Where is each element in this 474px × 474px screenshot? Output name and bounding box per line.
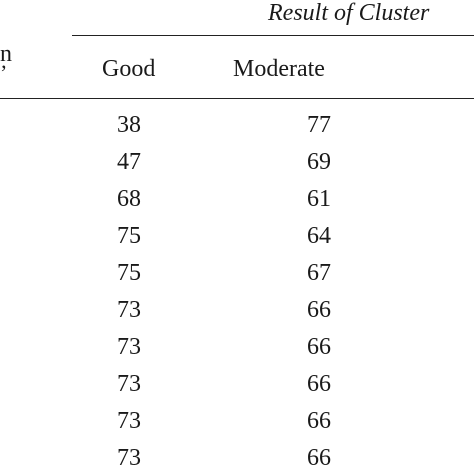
cell-good: 73 <box>117 334 141 360</box>
cell-good: 73 <box>117 297 141 323</box>
cell-good: 73 <box>117 371 141 397</box>
cell-moderate: 64 <box>307 223 331 249</box>
cell-good: 75 <box>117 260 141 286</box>
column-header-moderate: Moderate <box>233 56 325 82</box>
column-header-good: Good <box>102 56 156 82</box>
top-rule <box>72 35 474 36</box>
table-row: 75 64 <box>0 218 474 255</box>
cell-good: 73 <box>117 408 141 434</box>
cell-good: 68 <box>117 186 141 212</box>
table-row: 47 69 <box>0 144 474 181</box>
row-header-fragment: n <box>0 41 12 67</box>
header-rule <box>0 98 474 99</box>
cell-moderate: 67 <box>307 260 331 286</box>
table-row: 73 66 <box>0 440 474 474</box>
table-title: Result of Cluster <box>268 0 430 26</box>
cell-moderate: 66 <box>307 445 331 471</box>
cell-moderate: 69 <box>307 149 331 175</box>
cell-good: 38 <box>117 112 141 138</box>
table-body: 38 77 47 69 68 61 75 64 75 67 73 66 73 6… <box>0 107 474 474</box>
cell-good: 73 <box>117 445 141 471</box>
cell-moderate: 77 <box>307 112 331 138</box>
row-header-fragment-2: ’ <box>0 60 8 85</box>
cell-good: 47 <box>117 149 141 175</box>
table-row: 73 66 <box>0 292 474 329</box>
table-row: 38 77 <box>0 107 474 144</box>
table-row: 75 67 <box>0 255 474 292</box>
table-row: 73 66 <box>0 403 474 440</box>
cell-moderate: 66 <box>307 408 331 434</box>
table-row: 73 66 <box>0 366 474 403</box>
cell-moderate: 61 <box>307 186 331 212</box>
cell-moderate: 66 <box>307 371 331 397</box>
cell-moderate: 66 <box>307 297 331 323</box>
table-row: 68 61 <box>0 181 474 218</box>
table-row: 73 66 <box>0 329 474 366</box>
cell-moderate: 66 <box>307 334 331 360</box>
cell-good: 75 <box>117 223 141 249</box>
